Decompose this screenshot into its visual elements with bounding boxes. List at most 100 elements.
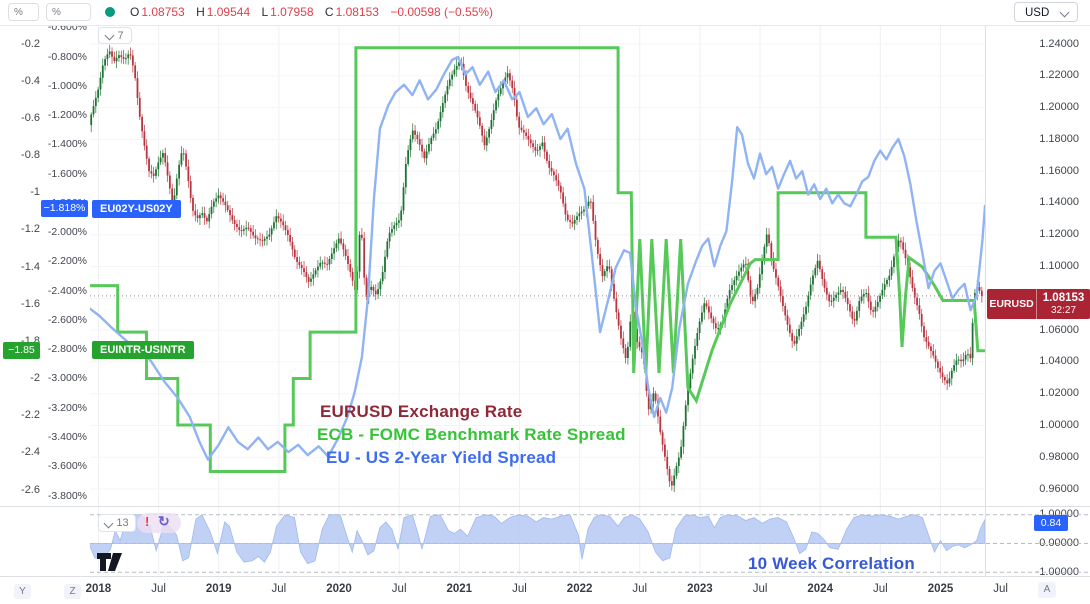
close-label: C — [324, 5, 334, 19]
right-price-tick: 1.16000 — [1039, 164, 1079, 177]
indicator-status-pill — [137, 513, 181, 533]
left-inner-tick: -3.600% — [47, 460, 87, 473]
top-toolbar: % % O 1.08753 H 1.09544 L 1.07958 C 1.08153 … — [0, 0, 1090, 26]
annotation-yield-spread[interactable]: EU - US 2-Year Yield Spread — [326, 448, 557, 467]
left-inner-tick: -2.400% — [47, 284, 87, 297]
left-inner-tick: -2.000% — [47, 226, 87, 239]
annotation-eurusd[interactable]: EURUSD Exchange Rate — [320, 402, 523, 421]
right-price-tick: 0.98000 — [1039, 450, 1079, 463]
bottom-pane-collapse-button[interactable]: 13 — [98, 514, 136, 532]
right-price-tick: 1.02000 — [1039, 387, 1079, 400]
time-axis-label: Jul — [271, 583, 287, 595]
left-outer-tick: -2.4 — [21, 446, 40, 459]
rate-spread-value-badge: −1.85 — [3, 342, 40, 359]
right-price-tick: 1.24000 — [1039, 37, 1079, 50]
left-outer-tick: -2.6 — [21, 483, 40, 496]
scale-button-z[interactable]: Z — [64, 584, 81, 599]
price-badge-symbol: EURUSD — [987, 289, 1037, 319]
correlation-value-badge: 0.84 — [1034, 515, 1068, 531]
yield-spread-series-label[interactable]: EU02Y-US02Y — [92, 200, 181, 218]
right-price-tick: 1.06000 — [1039, 323, 1079, 336]
left-inner-tick: -3.000% — [47, 372, 87, 385]
time-axis-label: 2025 — [927, 583, 954, 595]
time-axis-label: Jul — [872, 583, 888, 595]
auto-scale-button[interactable]: A — [1038, 582, 1056, 598]
error-exclamation-icon[interactable]: ! — [145, 514, 150, 529]
main-pane-collapse-button[interactable]: 7 — [98, 27, 132, 44]
annotation-correlation[interactable]: 10 Week Correlation — [748, 554, 915, 573]
time-axis-label: 2020 — [326, 583, 352, 595]
left-outer-tick: -1.4 — [21, 260, 40, 273]
yield-spread-value-badge: −1.818% — [41, 200, 88, 217]
annotation-rate-spread[interactable]: ECB - FOMC Benchmark Rate Spread — [317, 425, 626, 444]
left-outer-tick: -0.4 — [21, 74, 40, 87]
right-price-tick: 1.18000 — [1039, 132, 1079, 145]
time-axis-label: 2021 — [446, 583, 473, 595]
left-outer-tick: -2.2 — [21, 409, 40, 422]
left-inner-tick: -1.400% — [47, 138, 87, 151]
time-axis-label: 2022 — [566, 583, 593, 595]
left-outer-tick: -1.2 — [21, 223, 40, 236]
currency-dropdown[interactable]: USD — [1014, 2, 1078, 22]
left-outer-tick: -1.6 — [21, 297, 40, 310]
left-inner-tick: -2.600% — [47, 313, 87, 326]
left-inner-tick: -0.800% — [47, 50, 87, 63]
time-axis-label: Jul — [993, 583, 1008, 595]
time-axis-label: Jul — [632, 583, 648, 595]
scale-button-y[interactable]: Y — [14, 584, 31, 599]
right-price-tick: 1.12000 — [1039, 228, 1079, 241]
left-inner-tick: -1.200% — [47, 109, 87, 122]
price-badge: EURUSD 1.08153 32:27 — [987, 289, 1090, 319]
time-axis-label: 2018 — [85, 583, 112, 595]
left-outer-tick: -0.6 — [21, 111, 40, 124]
left-outer-tick: -1 — [30, 186, 40, 199]
right-price-tick: 1.20000 — [1039, 101, 1079, 114]
high-label: H — [196, 5, 205, 19]
time-axis-label: 2023 — [687, 583, 713, 595]
series-status-dot-icon — [105, 7, 115, 17]
left-inner-tick: -3.400% — [47, 431, 87, 443]
left-inner-tick: -3.200% — [47, 401, 87, 414]
high-value: 1.09544 — [206, 5, 251, 19]
close-value: 1.08153 — [335, 5, 379, 19]
right-price-tick: 1.22000 — [1039, 69, 1079, 82]
time-axis-label: Jul — [512, 583, 527, 595]
open-label: O — [130, 5, 140, 19]
scale-unit-box-outer[interactable]: % — [8, 3, 39, 21]
left-outer-tick: -2 — [30, 372, 40, 385]
time-axis-label: Jul — [752, 583, 768, 595]
right-price-tick: 1.04000 — [1039, 355, 1079, 368]
pane-divider[interactable] — [0, 506, 1090, 507]
low-label: L — [261, 5, 269, 19]
right-price-tick: 1.00000 — [1039, 418, 1079, 431]
time-axis-label: 2024 — [807, 583, 833, 595]
ohlc-readout: O 1.08753 H 1.09544 L 1.07958 C 1.08153 −0.0… — [130, 5, 495, 19]
left-inner-tick: -2.800% — [47, 343, 87, 356]
open-value: 1.08753 — [141, 5, 185, 19]
hidden-indicator-count: 13 — [116, 517, 129, 529]
rate-spread-series-label[interactable]: EUINTR-USINTR — [92, 341, 194, 359]
left-inner-tick: -1.000% — [47, 79, 87, 92]
time-axis-label: Jul — [391, 583, 407, 595]
currency-dropdown-label: USD — [1025, 7, 1050, 19]
left-outer-tick: -0.2 — [21, 37, 40, 50]
time-axis-separator — [0, 576, 1090, 577]
right-price-tick: 0.96000 — [1039, 482, 1079, 495]
refresh-icon[interactable]: ↻ — [158, 513, 170, 529]
scale-unit-box-inner[interactable]: % — [46, 3, 91, 21]
left-inner-tick: -2.200% — [47, 255, 87, 268]
time-axis-label: 2019 — [205, 583, 232, 595]
chevron-down-icon — [103, 518, 114, 528]
price-badge-countdown: 32:27 — [1050, 305, 1077, 316]
right-axis-separator — [985, 25, 986, 576]
right-price-tick: 1.10000 — [1039, 260, 1079, 273]
low-value: 1.07958 — [270, 5, 314, 19]
chevron-down-icon — [1059, 7, 1070, 18]
tradingview-logo-icon[interactable] — [96, 548, 126, 575]
time-axis-label: Jul — [151, 583, 166, 595]
right-price-tick: 1.14000 — [1039, 196, 1079, 209]
left-inner-tick: -3.800% — [47, 489, 87, 502]
hidden-indicator-count: 7 — [117, 29, 124, 42]
